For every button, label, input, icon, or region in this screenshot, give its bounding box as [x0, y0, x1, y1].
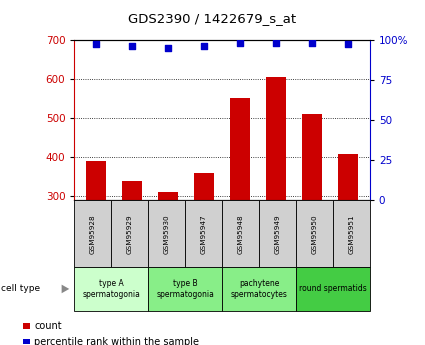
Text: GDS2390 / 1422679_s_at: GDS2390 / 1422679_s_at [128, 12, 297, 25]
Point [164, 45, 171, 50]
Text: GSM95948: GSM95948 [238, 214, 244, 254]
Bar [338, 154, 358, 314]
Point [237, 40, 244, 46]
Text: GSM95951: GSM95951 [348, 214, 354, 254]
Text: GSM95929: GSM95929 [127, 214, 133, 254]
Text: GSM95947: GSM95947 [201, 214, 207, 254]
Text: GSM95930: GSM95930 [164, 214, 170, 254]
Polygon shape [62, 285, 69, 293]
Text: GSM95949: GSM95949 [275, 214, 280, 254]
Point [129, 43, 136, 49]
Point [201, 43, 207, 49]
Text: pachytene
spermatocytes: pachytene spermatocytes [230, 279, 287, 299]
Text: type B
spermatogonia: type B spermatogonia [156, 279, 214, 299]
Text: cell type: cell type [1, 284, 40, 294]
Bar [266, 77, 286, 314]
Point [93, 42, 99, 47]
Text: type A
spermatogonia: type A spermatogonia [82, 279, 140, 299]
Bar [230, 98, 250, 314]
Point [273, 40, 280, 46]
Bar [122, 180, 142, 314]
Bar [194, 173, 214, 314]
Point [309, 40, 315, 46]
Text: GSM95950: GSM95950 [312, 214, 317, 254]
Text: percentile rank within the sample: percentile rank within the sample [34, 337, 199, 345]
Bar [158, 192, 178, 314]
Bar [86, 161, 106, 314]
Text: round spermatids: round spermatids [299, 284, 367, 294]
Text: count: count [34, 321, 62, 331]
Text: GSM95928: GSM95928 [90, 214, 96, 254]
Point [345, 42, 351, 47]
Bar [302, 114, 322, 314]
